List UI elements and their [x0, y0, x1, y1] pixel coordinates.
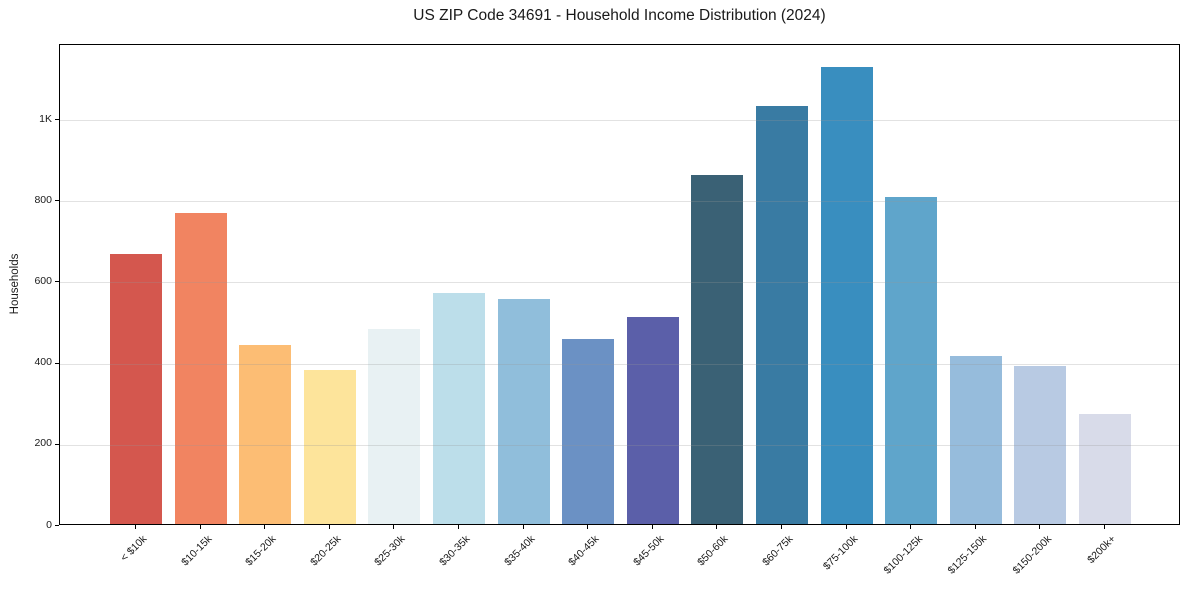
gridline-1000 — [60, 120, 1179, 122]
y-tick-mark — [55, 200, 59, 202]
y-tick-label-200: 200 — [34, 437, 52, 450]
y-tick-label-400: 400 — [34, 356, 52, 369]
bar--125-150k — [949, 355, 1002, 524]
x-tick-label--100-125k: $100-125k — [881, 533, 925, 577]
x-tick-label--20-25k: $20-25k — [307, 533, 344, 569]
x-tick-label--35-40k: $35-40k — [501, 533, 538, 569]
y-tick-mark — [55, 443, 59, 445]
x-tick-mark — [974, 525, 976, 529]
x-tick-mark — [651, 525, 653, 529]
x-tick-label--50-60k: $50-60k — [695, 533, 731, 569]
bar--50-60k — [691, 174, 744, 524]
bar--100-125k — [885, 197, 938, 524]
bar--10k — [110, 254, 162, 524]
x-tick-label--60-75k: $60-75k — [760, 533, 796, 569]
y-tick-mark — [55, 281, 59, 283]
y-tick-label-600: 600 — [34, 274, 52, 287]
x-tick-label--125-150k: $125-150k — [945, 533, 990, 577]
gridline-400 — [60, 363, 1179, 365]
gridline-600 — [60, 282, 1179, 284]
x-tick-label--45-50k: $45-50k — [630, 533, 667, 569]
x-tick-mark — [1039, 525, 1041, 529]
x-tick-mark — [135, 525, 136, 529]
bar--60-75k — [756, 105, 808, 524]
y-tick-label-0: 0 — [46, 518, 52, 531]
bar--40-45k — [562, 338, 615, 524]
x-tick-label--75-100k: $75-100k — [820, 533, 861, 573]
y-tick-mark — [55, 525, 59, 526]
bar--20-25k — [303, 369, 356, 524]
x-tick-mark — [1104, 525, 1105, 529]
x-tick-mark — [845, 525, 847, 529]
y-tick-mark — [55, 119, 59, 121]
gridline-200 — [60, 444, 1179, 446]
y-tick-label-800: 800 — [34, 193, 52, 206]
bar--10-15k — [174, 213, 227, 524]
x-tick-label--150-200k: $150-200k — [1010, 533, 1054, 577]
bar--25-30k — [368, 329, 421, 524]
x-tick-mark — [522, 525, 524, 529]
x-tick-mark — [587, 525, 589, 529]
bar--45-50k — [626, 317, 679, 524]
bar--75-100k — [820, 67, 873, 524]
x-tick-mark — [781, 525, 782, 529]
x-tick-mark — [910, 525, 912, 529]
bar--15-20k — [239, 345, 292, 524]
x-tick-label--25-30k: $25-30k — [372, 533, 408, 569]
x-tick-label--40-45k: $40-45k — [566, 533, 602, 569]
bar--200k+ — [1079, 413, 1131, 524]
bar--30-35k — [433, 292, 485, 524]
y-tick-mark — [55, 362, 59, 364]
x-tick-mark — [716, 525, 718, 529]
x-tick-label--10-15k: $10-15k — [178, 533, 215, 569]
bar--150-200k — [1014, 365, 1067, 524]
gridline-800 — [60, 201, 1179, 203]
plot-area — [59, 44, 1180, 525]
x-tick-mark — [264, 525, 266, 529]
x-tick-label--200k+: $200k+ — [1085, 533, 1119, 567]
chart-title: US ZIP Code 34691 - Household Income Dis… — [413, 7, 826, 24]
y-tick-label-1K: 1K — [39, 112, 52, 125]
x-tick-label--30-35k: $30-35k — [437, 533, 473, 569]
x-tick-label--10k: < $10k — [118, 533, 150, 564]
x-tick-mark — [199, 525, 201, 529]
bar--35-40k — [497, 298, 550, 524]
x-tick-mark — [458, 525, 459, 529]
x-tick-label--15-20k: $15-20k — [243, 533, 279, 569]
x-tick-mark — [393, 525, 395, 529]
x-tick-mark — [328, 525, 330, 529]
